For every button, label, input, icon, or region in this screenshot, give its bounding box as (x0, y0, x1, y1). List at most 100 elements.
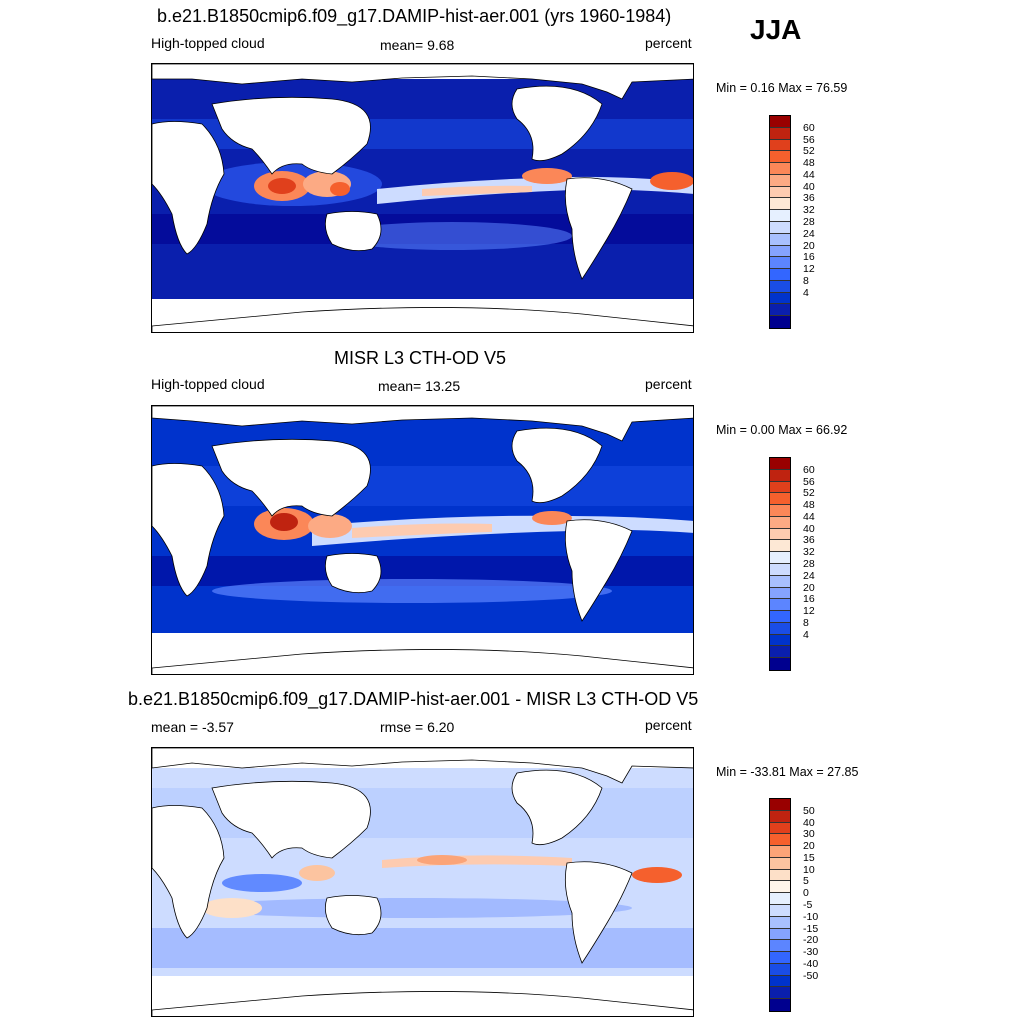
panel-3-map (151, 747, 694, 1017)
panel-3-minmax-label: Min = -33.81 Max = 27.85 (716, 765, 859, 779)
colorbar-tick-label: 24 (803, 227, 815, 240)
colorbar-tick-label: 24 (803, 569, 815, 582)
colorbar-swatch (770, 469, 790, 482)
colorbar-swatch (770, 952, 790, 964)
panel-2-title: MISR L3 CTH-OD V5 (334, 348, 507, 368)
colorbar-tick-label: 8 (803, 274, 809, 287)
colorbar-tick-label: 20 (803, 581, 815, 594)
colorbar-tick-label: 44 (803, 510, 815, 523)
colorbar-tick-label: -15 (803, 922, 819, 935)
colorbar-tick-label: 52 (803, 487, 815, 500)
panel-1-units-label: percent (645, 35, 692, 51)
colorbar-tick-label: 48 (803, 157, 815, 170)
colorbar-tick-label: -10 (803, 910, 819, 923)
colorbar-swatch (770, 905, 790, 917)
colorbar-tick-label: 50 (803, 804, 815, 817)
colorbar-tick-label: 40 (803, 180, 815, 193)
panel-1-minmax-label: Min = 0.16 Max = 76.59 (716, 81, 848, 95)
colorbar-swatch (770, 127, 790, 140)
colorbar-tick-label: 60 (803, 463, 815, 476)
colorbar-tick-label: 16 (803, 593, 815, 606)
colorbar-swatch (770, 810, 790, 823)
panel-1-map (151, 63, 694, 333)
panel-2-mean-label: mean= 13.25 (378, 378, 461, 394)
colorbar-tick-label: 28 (803, 558, 815, 570)
colorbar-swatch (770, 540, 790, 553)
colorbar-swatch (770, 505, 790, 517)
panel-2-units-label: percent (645, 376, 692, 392)
colorbar-swatch (770, 304, 790, 317)
colorbar-tick-label: 32 (803, 546, 815, 559)
panel-3-rmse-label: rmse = 6.20 (380, 719, 455, 735)
colorbar-swatch (770, 163, 790, 175)
colorbar-swatch (770, 186, 790, 199)
colorbar-swatch (770, 928, 790, 941)
colorbar-swatch (770, 575, 790, 588)
colorbar-swatch (770, 151, 790, 164)
colorbar-swatch (770, 233, 790, 246)
colorbar-tick-label: 10 (803, 863, 815, 876)
colorbar-swatch (770, 916, 790, 929)
colorbar-swatch (770, 174, 790, 187)
colorbar-swatch (770, 846, 790, 858)
colorbar-swatch (770, 458, 790, 470)
colorbar-swatch (770, 198, 790, 211)
colorbar-swatch (770, 222, 790, 234)
colorbar-swatch (770, 493, 790, 506)
colorbar-swatch (770, 893, 790, 905)
colorbar-tick-label: 20 (803, 239, 815, 252)
colorbar-tick-label: -40 (803, 957, 819, 970)
panel-1-mean-label: mean= 9.68 (380, 37, 455, 53)
colorbar-tick-label: 60 (803, 121, 815, 134)
panel-3-units-label: percent (645, 717, 692, 733)
colorbar-tick-label: 20 (803, 840, 815, 853)
colorbar-swatch (770, 622, 790, 635)
colorbar-swatch (770, 599, 790, 612)
colorbar-swatch (770, 516, 790, 529)
colorbar-tick-label: 36 (803, 192, 815, 205)
colorbar-swatch (770, 245, 790, 258)
colorbar-tick-label: 15 (803, 851, 815, 864)
panel-2-minmax-label: Min = 0.00 Max = 66.92 (716, 423, 848, 437)
colorbar-swatch (770, 552, 790, 564)
colorbar-swatch (770, 139, 790, 152)
colorbar-swatch (770, 963, 790, 976)
colorbar-tick-label: 5 (803, 875, 809, 888)
colorbar-swatch (770, 646, 790, 659)
colorbar-tick-label: -30 (803, 946, 819, 959)
panel-1-title: b.e21.B1850cmip6.f09_g17.DAMIP-hist-aer.… (157, 6, 672, 26)
colorbar-tick-label: 30 (803, 828, 815, 841)
panel-1-variable-label: High-topped cloud (151, 35, 265, 51)
colorbar-tick-label: -20 (803, 934, 819, 947)
colorbar-tick-label: -50 (803, 969, 819, 982)
colorbar-swatch (770, 822, 790, 835)
colorbar-swatch (770, 116, 790, 128)
panel-2-map (151, 405, 694, 675)
colorbar-swatch (770, 999, 790, 1011)
colorbar-tick-label: 12 (803, 263, 815, 276)
colorbar-tick-label: -5 (803, 899, 813, 911)
colorbar-swatch (770, 975, 790, 988)
colorbar-tick-label: 36 (803, 534, 815, 547)
panel-3-mean-label: mean = -3.57 (151, 719, 234, 735)
panel-1-colorbar (769, 115, 791, 329)
colorbar-swatch (770, 799, 790, 811)
colorbar-swatch (770, 316, 790, 328)
colorbar-swatch (770, 987, 790, 1000)
colorbar-swatch (770, 292, 790, 305)
colorbar-tick-label: 56 (803, 475, 815, 488)
colorbar-swatch (770, 834, 790, 847)
panel-3-title: b.e21.B1850cmip6.f09_g17.DAMIP-hist-aer.… (128, 689, 699, 709)
colorbar-swatch (770, 280, 790, 293)
colorbar-swatch (770, 528, 790, 541)
colorbar-swatch (770, 940, 790, 953)
colorbar-swatch (770, 881, 790, 894)
colorbar-tick-label: 44 (803, 168, 815, 181)
colorbar-swatch (770, 269, 790, 281)
panel-3-colorbar (769, 798, 791, 1012)
colorbar-tick-label: 52 (803, 145, 815, 158)
colorbar-tick-label: 56 (803, 133, 815, 146)
colorbar-swatch (770, 857, 790, 870)
colorbar-swatch (770, 611, 790, 623)
colorbar-swatch (770, 257, 790, 270)
